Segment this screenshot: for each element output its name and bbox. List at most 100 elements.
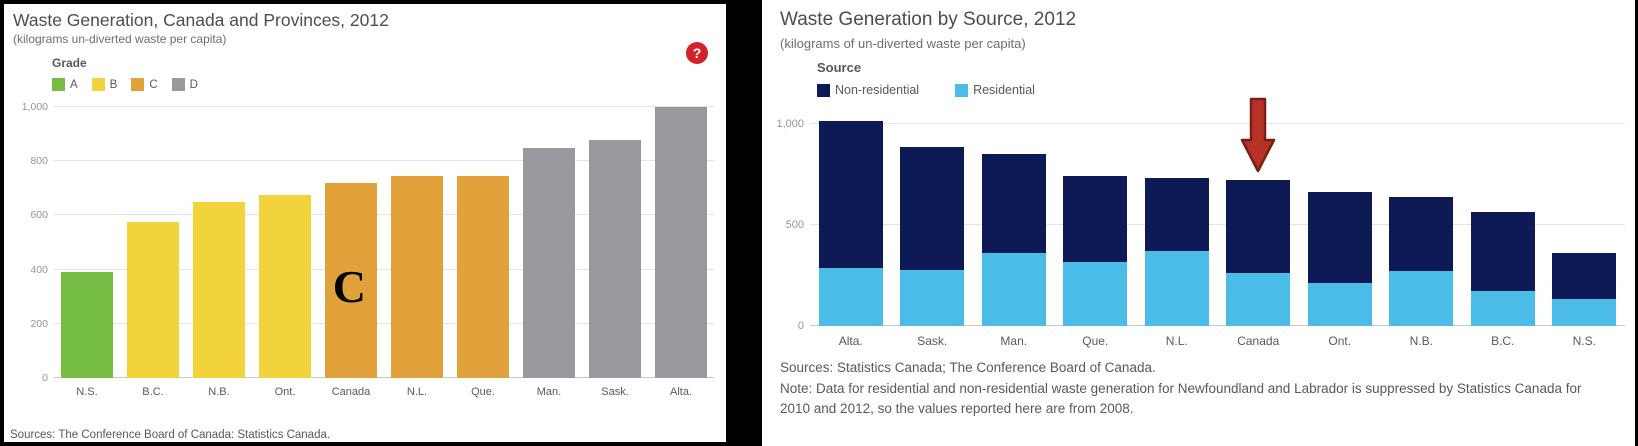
y-tick-label-0: 0	[42, 372, 48, 384]
bar-slot-n-b	[1381, 124, 1463, 326]
bar-man-non-residential[interactable]	[981, 154, 1046, 254]
bar-que-residential[interactable]	[1063, 262, 1128, 326]
bar-b-c-residential[interactable]	[1470, 290, 1535, 326]
gridline-0	[54, 377, 714, 378]
y-tick-label-0: 0	[797, 320, 804, 332]
bar-que[interactable]	[457, 176, 509, 378]
grade-c-annotation: C	[332, 261, 366, 313]
bar-slot-n-b	[186, 107, 252, 378]
bar-n-b-residential[interactable]	[1389, 271, 1454, 326]
bar-slot-alta	[810, 120, 892, 326]
y-tick-label-800: 800	[30, 155, 48, 168]
bar-n-l[interactable]	[1144, 177, 1209, 326]
left-x-axis: N.S. B.C. N.B. Ont. Canada N.L. Que. Man. Sask. A…	[54, 386, 714, 398]
bar-slot-n-s	[54, 107, 120, 378]
x-tick-label-n-b: N.B.	[208, 386, 230, 398]
bar-n-s[interactable]	[61, 272, 113, 378]
legend-item-residential: Residential	[955, 83, 1035, 97]
gridline-600	[54, 214, 714, 216]
bar-b-c[interactable]	[1470, 211, 1535, 326]
help-icon[interactable]: ?	[686, 42, 708, 64]
legend-label-a: A	[70, 78, 78, 91]
panel-divider	[730, 0, 762, 446]
right-chart-area: 0 500 1,000 Alta. Sask. Man. Que. N.L. Canada On…	[762, 97, 1625, 356]
bar-canada-non-residential[interactable]	[1226, 179, 1291, 274]
bar-ont[interactable]	[259, 195, 311, 378]
left-y-axis: 0 200 400 600 800 1,000	[4, 101, 48, 384]
bar-n-b[interactable]	[1389, 196, 1454, 326]
right-legend: Source Non-residential Residential	[817, 60, 1035, 97]
bar-slot-man	[973, 124, 1055, 326]
legend-item-b: B	[91, 78, 118, 91]
x-tick-label-sask: Sask.	[601, 386, 629, 398]
x-tick-label-alta: Alta.	[838, 334, 863, 348]
y-tick-label-400: 400	[30, 263, 48, 276]
bar-alta[interactable]	[655, 107, 707, 378]
left-chart-area: 0 200 400 600 800 1,000 C N.S. B.C. N.B. Ont. Can…	[4, 101, 714, 407]
bar-man[interactable]	[981, 154, 1046, 326]
bar-sask[interactable]	[589, 139, 641, 378]
right-legend-title: Source	[817, 60, 862, 75]
gridline-1000	[54, 106, 714, 107]
x-tick-label-n-l: N.L.	[406, 386, 428, 398]
x-tick-label-canada: Canada	[1237, 334, 1280, 348]
bar-slot-canada	[318, 107, 384, 378]
bar-n-l-residential[interactable]	[1144, 251, 1209, 326]
bar-man-residential[interactable]	[981, 253, 1046, 326]
bar-que-non-residential[interactable]	[1063, 175, 1128, 263]
bar-slot-n-l	[1136, 124, 1218, 326]
right-note-text: Note: Data for residential and non-resid…	[780, 381, 1582, 417]
legend-label-c: C	[149, 78, 158, 91]
bar-alta-residential[interactable]	[818, 268, 883, 326]
y-tick-label-600: 600	[30, 209, 48, 222]
gridline-800	[54, 160, 714, 162]
bar-n-s[interactable]	[1552, 253, 1617, 326]
legend-swatch-icon	[91, 78, 105, 91]
bar-n-l[interactable]	[391, 176, 443, 378]
bar-b-c[interactable]	[127, 222, 179, 378]
legend-item-a: A	[52, 78, 78, 91]
bar-ont-residential[interactable]	[1307, 282, 1372, 326]
bar-canada-residential[interactable]	[1226, 273, 1291, 326]
legend-swatch-icon	[52, 78, 65, 91]
bar-n-s-non-residential[interactable]	[1552, 253, 1617, 299]
bar-sask-non-residential[interactable]	[900, 147, 965, 271]
left-chart-subtitle: (kilograms un-diverted waste per capita)	[13, 32, 227, 46]
legend-label-d: D	[189, 78, 198, 91]
bar-sask-residential[interactable]	[900, 270, 965, 326]
right-chart-title: Waste Generation by Source, 2012	[780, 9, 1077, 30]
legend-item-c: C	[131, 78, 158, 91]
bar-alta[interactable]	[818, 120, 883, 326]
bar-man[interactable]	[523, 147, 575, 378]
bar-n-b[interactable]	[193, 201, 245, 378]
bar-canada[interactable]	[1226, 179, 1291, 326]
y-tick-label-1000: 1,000	[21, 101, 48, 113]
bar-n-s-residential[interactable]	[1552, 298, 1617, 326]
bar-que[interactable]	[1063, 175, 1128, 326]
bar-ont-non-residential[interactable]	[1307, 191, 1372, 283]
x-tick-label-n-l: N.L.	[1165, 334, 1188, 348]
bar-n-l-non-residential[interactable]	[1144, 177, 1209, 252]
bar-slot-ont	[1299, 124, 1381, 326]
bar-slot-que	[450, 107, 516, 378]
bar-slot-canada	[1218, 124, 1300, 326]
bar-sask[interactable]	[900, 147, 965, 326]
bar-slot-b-c	[120, 107, 186, 378]
bar-ont[interactable]	[1307, 191, 1372, 326]
bar-b-c-non-residential[interactable]	[1470, 211, 1535, 291]
x-tick-label-b-c: B.C.	[1491, 334, 1515, 348]
bar-alta-non-residential[interactable]	[818, 120, 883, 269]
left-legend-items: A B C D	[52, 78, 198, 91]
bar-slot-que	[1055, 124, 1137, 326]
x-tick-label-que: Que.	[1082, 334, 1109, 348]
bar-n-b-non-residential[interactable]	[1389, 196, 1454, 272]
bar-canada[interactable]	[325, 182, 377, 378]
panel-grades-chart: Waste Generation, Canada and Provinces, …	[4, 4, 726, 442]
legend-label-b: B	[109, 78, 118, 91]
bar-slot-man	[516, 107, 582, 378]
right-y-axis: 0 500 1,000	[762, 118, 804, 332]
x-tick-label-n-b: N.B.	[1409, 334, 1433, 348]
x-tick-label-man: Man.	[536, 386, 562, 398]
right-x-axis: Alta. Sask. Man. Que. N.L. Canada Ont. N.B. B.C.…	[810, 334, 1625, 348]
